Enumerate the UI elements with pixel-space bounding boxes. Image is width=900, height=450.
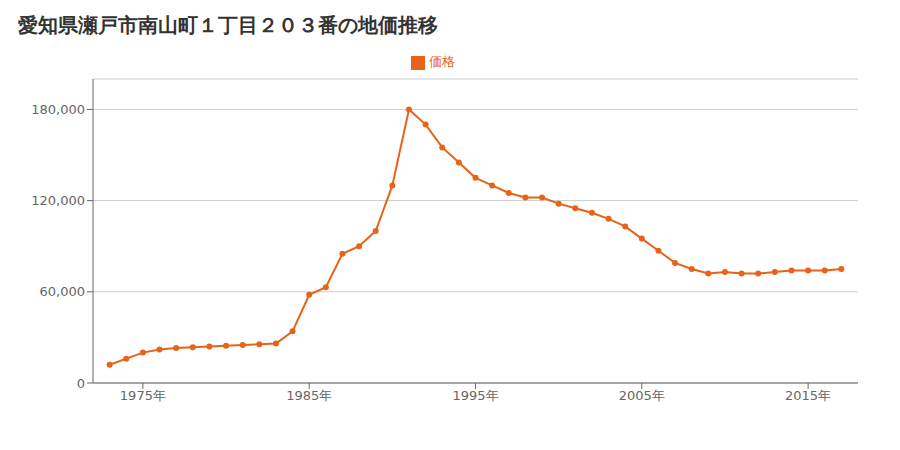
svg-text:120,000: 120,000 [31, 193, 85, 208]
svg-text:2015年: 2015年 [785, 388, 831, 403]
svg-text:60,000: 60,000 [40, 284, 86, 299]
html-text:愛知県瀬戸市南山町１丁目２０３番の地価推移: 愛知県瀬戸市南山町１丁目２０３番の地価推移 [18, 13, 438, 37]
svg-text:1975年: 1975年 [120, 388, 166, 403]
svg-text:1985年: 1985年 [286, 388, 332, 403]
html-text:価格: 価格 [429, 54, 455, 69]
svg-text:2005年: 2005年 [619, 388, 665, 403]
svg-text:180,000: 180,000 [31, 102, 85, 117]
svg-text:0: 0 [77, 376, 85, 391]
svg-text:1995年: 1995年 [452, 388, 498, 403]
